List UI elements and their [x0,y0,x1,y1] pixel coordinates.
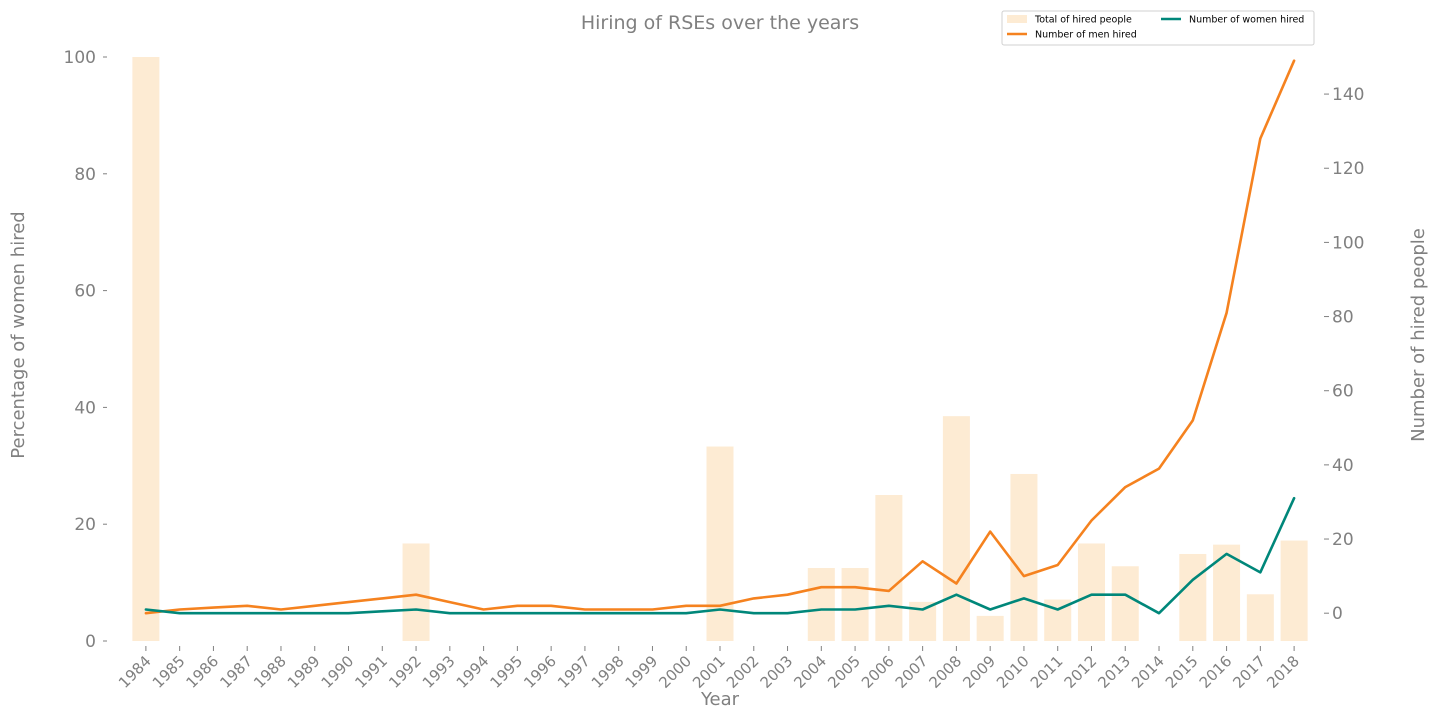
x-tick-label-2012: 2012 [1061,652,1101,692]
x-tick-label-2010: 2010 [993,652,1033,692]
right-y-tick-label-60: 60 [1332,382,1354,402]
x-tick-label-1987: 1987 [216,652,256,692]
legend-frame [1001,10,1315,46]
left-y-tick-label-20: 20 [74,515,96,535]
x-tick-label-1993: 1993 [419,652,459,692]
right-y-axis: 0 20 40 60 80 100 120 140 [1324,85,1364,624]
right-y-tick-label-120: 120 [1332,159,1364,179]
left-y-tick-label-0: 0 [85,632,96,652]
bar-2009 [976,615,1004,641]
x-tick-label-2011: 2011 [1027,652,1067,692]
x-tick-label-2004: 2004 [790,652,830,692]
bar-2017 [1246,594,1274,641]
bars-layer [132,57,1308,641]
bar-2013 [1111,566,1139,641]
left-y-tick-label-40: 40 [74,398,96,418]
x-tick-label-1992: 1992 [385,652,425,692]
x-axis-title: Year [700,689,740,710]
x-tick-label-2006: 2006 [858,652,898,692]
x-tick-label-2001: 2001 [689,652,729,692]
right-y-tick-label-140: 140 [1332,85,1364,105]
x-tick-label-1990: 1990 [318,652,358,692]
x-tick-label-1996: 1996 [520,652,560,692]
right-y-axis-title: Number of hired people [1408,228,1429,442]
x-tick-label-2000: 2000 [655,652,695,692]
right-y-tick-label-0: 0 [1332,604,1343,624]
right-y-tick-label-80: 80 [1332,308,1354,328]
bar-1984 [132,57,160,641]
left-y-axis: 0 20 40 60 80 100 [64,48,107,652]
line-women [144,496,1296,615]
x-tick-label-1984: 1984 [115,652,155,692]
bar-2018 [1280,540,1308,641]
x-tick-label-2016: 2016 [1196,652,1236,692]
x-tick-label-1986: 1986 [182,652,222,692]
x-tick-label-2009: 2009 [959,652,999,692]
x-tick-label-1994: 1994 [453,652,493,692]
x-tick-label-2002: 2002 [723,652,763,692]
x-tick-label-1988: 1988 [250,652,290,692]
chart-title: Hiring of RSEs over the years [581,12,859,34]
left-y-tick-label-100: 100 [64,48,96,68]
bar-2015 [1179,553,1207,641]
x-tick-label-2008: 2008 [925,652,965,692]
x-tick-label-2005: 2005 [824,652,864,692]
line-men [144,59,1296,615]
bar-2008 [942,416,970,641]
x-tick-label-1997: 1997 [554,652,594,692]
legend: Total of hired people Number of men hire… [1001,10,1315,46]
legend-label-total: Total of hired people [1034,15,1132,26]
x-tick-label-1989: 1989 [284,652,324,692]
right-y-tick-label-20: 20 [1332,530,1354,550]
legend-label-men: Number of men hired [1035,30,1137,41]
x-tick-label-2017: 2017 [1229,652,1269,692]
x-tick-label-2015: 2015 [1162,652,1202,692]
bar-2005 [841,568,869,641]
left-y-tick-label-60: 60 [74,282,96,302]
lines-layer [144,59,1296,615]
right-y-tick-label-40: 40 [1332,456,1354,476]
bar-2012 [1077,543,1105,641]
left-y-axis-title: Percentage of women hired [8,211,29,458]
x-tick-label-2018: 2018 [1263,652,1303,692]
x-tick-label-1998: 1998 [588,652,628,692]
left-y-tick-label-80: 80 [74,165,96,185]
x-tick-label-2007: 2007 [892,652,932,692]
x-tick-label-2014: 2014 [1128,652,1168,692]
bar-2006 [875,495,903,641]
x-tick-label-1991: 1991 [351,652,391,692]
bar-1992 [402,543,430,641]
x-tick-label-2003: 2003 [757,652,797,692]
x-tick-label-1995: 1995 [486,652,526,692]
x-tick-label-1985: 1985 [149,652,189,692]
x-tick-label-1999: 1999 [622,652,662,692]
right-y-tick-label-100: 100 [1332,233,1364,253]
legend-label-women: Number of women hired [1189,15,1304,26]
legend-swatch-total [1007,15,1027,23]
x-tick-label-2013: 2013 [1094,652,1134,692]
bar-2010 [1010,473,1038,641]
x-axis: 1984198519861987198819891990199119921993… [115,646,1303,692]
bar-2004 [807,568,835,641]
